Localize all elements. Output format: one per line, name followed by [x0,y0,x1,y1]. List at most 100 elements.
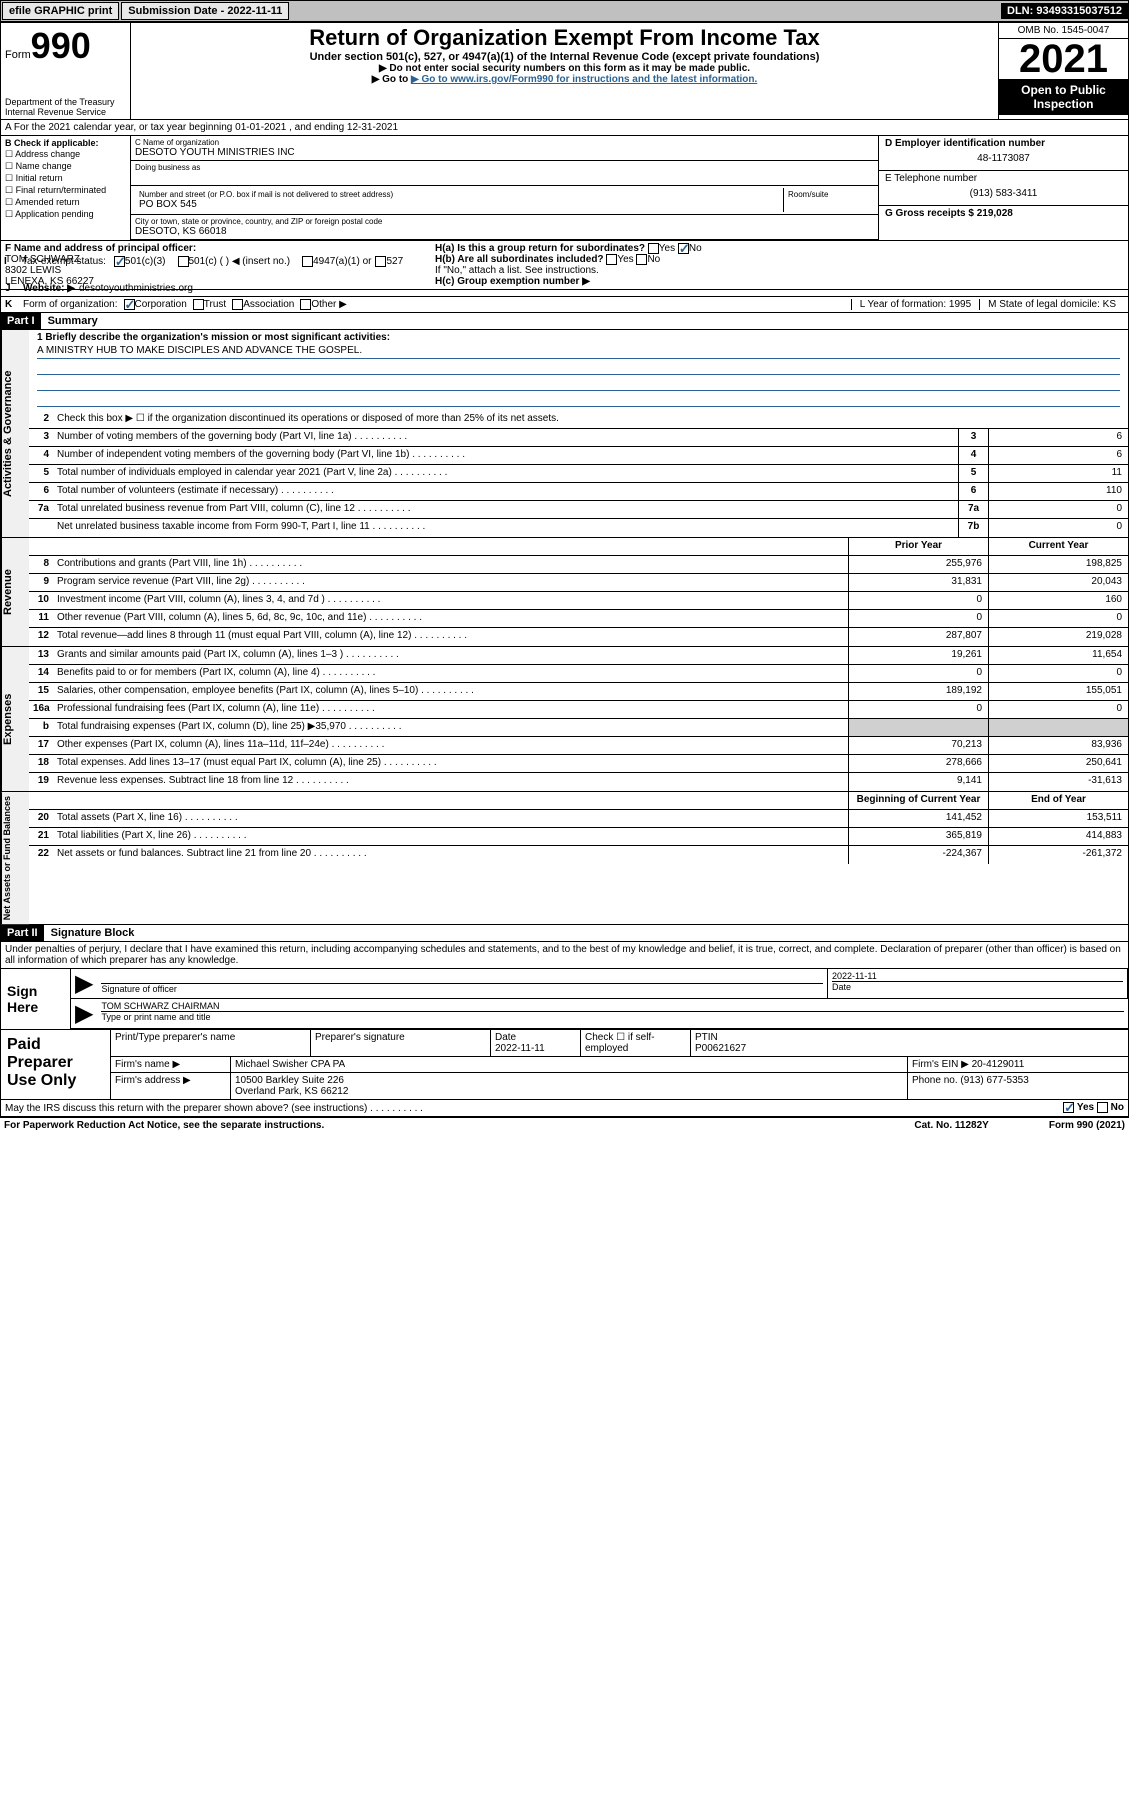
cb-other[interactable] [300,299,311,310]
dba-label: Doing business as [135,163,874,172]
sign-here-label: Sign Here [1,969,71,1029]
website-value: desotoyouthministries.org [79,283,193,294]
line--desc: Net unrelated business taxable income fr… [53,519,958,537]
sig-officer-label: Signature of officer [101,983,823,994]
mission-text: A MINISTRY HUB TO MAKE DISCIPLES AND ADV… [37,345,1120,359]
line-15-curr: 155,051 [988,683,1128,700]
room-label: Room/suite [788,190,870,199]
part2-header: Part II [1,925,44,941]
line-19-curr: -31,613 [988,773,1128,791]
line-9-desc: Program service revenue (Part VIII, line… [53,574,848,591]
sig-arrow-icon-2: ▶ [71,999,97,1028]
net-section: Net Assets or Fund Balances Beginning of… [0,792,1129,925]
line-19-prior: 9,141 [848,773,988,791]
line-10-curr: 160 [988,592,1128,609]
ptin-label: PTIN [695,1032,718,1043]
section-bcdefg: B Check if applicable: ☐ Address change … [0,136,1129,241]
row-klm: K Form of organization: Corporation Trus… [0,297,1129,313]
cb-501c[interactable] [178,256,189,267]
street-address: PO BOX 545 [139,199,779,210]
b-header: B Check if applicable: [5,138,126,148]
line-15-prior: 189,192 [848,683,988,700]
ha-no[interactable] [678,243,689,254]
line-9-curr: 20,043 [988,574,1128,591]
cb-application-pending[interactable]: ☐ Application pending [5,209,126,220]
line-19-desc: Revenue less expenses. Subtract line 18 … [53,773,848,791]
f-label: F Name and address of principal officer: [5,243,435,254]
row-i: I Tax-exempt status: 501(c)(3) 501(c) ( … [0,254,1129,269]
may-no[interactable] [1097,1102,1108,1113]
firm-phone-label: Phone no. [912,1075,958,1086]
line-4-box: 4 [958,447,988,464]
line-8-prior: 255,976 [848,556,988,573]
paid-preparer: Paid Preparer Use Only Print/Type prepar… [0,1030,1129,1100]
line-20-desc: Total assets (Part X, line 16) [53,810,848,827]
line-22-desc: Net assets or fund balances. Subtract li… [53,846,848,864]
efile-button[interactable]: efile GRAPHIC print [2,2,119,20]
ein-label: D Employer identification number [885,138,1122,149]
top-bar: efile GRAPHIC print Submission Date - 20… [0,0,1129,22]
line-17-curr: 83,936 [988,737,1128,754]
line-13-curr: 11,654 [988,647,1128,664]
cb-final-return[interactable]: ☐ Final return/terminated [5,185,126,196]
c-name-label: C Name of organization [135,138,874,147]
net-tab: Net Assets or Fund Balances [1,792,29,924]
page-footer: For Paperwork Reduction Act Notice, see … [0,1117,1129,1133]
cb-501c3[interactable] [114,256,125,267]
gov-section: Activities & Governance 1 Briefly descri… [0,330,1129,538]
cb-amended[interactable]: ☐ Amended return [5,197,126,208]
firm-name: Michael Swisher CPA PA [231,1057,908,1072]
cb-corp[interactable] [124,299,135,310]
paperwork-notice: For Paperwork Reduction Act Notice, see … [4,1120,324,1131]
ptin-value: P00621627 [695,1043,746,1054]
sig-declaration: Under penalties of perjury, I declare th… [1,942,1128,969]
line-5-box: 5 [958,465,988,482]
line-13-prior: 19,261 [848,647,988,664]
line-12-curr: 219,028 [988,628,1128,646]
firm-ein-label: Firm's EIN ▶ [912,1059,969,1070]
goto-note: ▶ Go to ▶ Go to www.irs.gov/Form990 for … [135,74,994,85]
rev-section: Revenue Prior YearCurrent Year 8Contribu… [0,538,1129,647]
ein-value: 48-1173087 [885,149,1122,168]
cb-527[interactable] [375,256,386,267]
hc-label: H(c) Group exemption number ▶ [435,276,590,287]
prep-sig-hdr: Preparer's signature [311,1030,491,1056]
firm-addr1: 10500 Barkley Suite 226 [235,1075,344,1086]
sig-date: 2022-11-11 [832,971,1123,981]
cb-initial-return[interactable]: ☐ Initial return [5,173,126,184]
may-yes[interactable] [1063,1102,1074,1113]
cb-address-change[interactable]: ☐ Address change [5,149,126,160]
dln: DLN: 93493315037512 [1001,3,1128,19]
addr-label: Number and street (or P.O. box if mail i… [139,190,779,199]
cb-trust[interactable] [193,299,204,310]
row-a: A For the 2021 calendar year, or tax yea… [0,120,1129,136]
line-21-curr: 414,883 [988,828,1128,845]
col-b: B Check if applicable: ☐ Address change … [1,136,131,240]
part1-header: Part I [1,313,41,329]
firm-name-label: Firm's name ▶ [111,1057,231,1072]
line-7a-desc: Total unrelated business revenue from Pa… [53,501,958,518]
line-5-val: 11 [988,465,1128,482]
line-20-curr: 153,511 [988,810,1128,827]
cb-assoc[interactable] [232,299,243,310]
ha-yes[interactable] [648,243,659,254]
part2-title: Signature Block [47,927,135,939]
gross-receipts: G Gross receipts $ 219,028 [885,208,1122,219]
form-title: Return of Organization Exempt From Incom… [135,25,994,51]
line-3-desc: Number of voting members of the governin… [53,429,958,446]
line-4-val: 6 [988,447,1128,464]
line-21-prior: 365,819 [848,828,988,845]
line-11-curr: 0 [988,610,1128,627]
gov-tab: Activities & Governance [1,330,29,537]
cb-name-change[interactable]: ☐ Name change [5,161,126,172]
prep-name-hdr: Print/Type preparer's name [111,1030,311,1056]
submission-date: Submission Date - 2022-11-11 [121,2,289,20]
line-3-box: 3 [958,429,988,446]
open-to-public: Open to Public Inspection [999,79,1128,115]
line-9-prior: 31,831 [848,574,988,591]
city-label: City or town, state or province, country… [135,217,874,226]
line-10-desc: Investment income (Part VIII, column (A)… [53,592,848,609]
line-7a-box: 7a [958,501,988,518]
cb-4947[interactable] [302,256,313,267]
prior-year-hdr: Prior Year [848,538,988,555]
